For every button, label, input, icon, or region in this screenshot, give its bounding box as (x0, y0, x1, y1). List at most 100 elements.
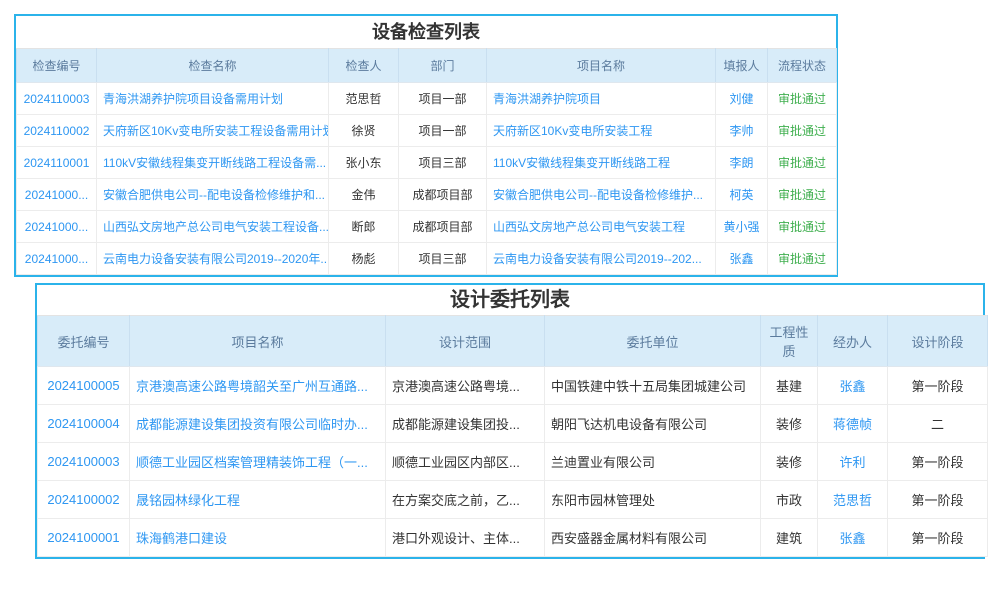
cell-text: 项目一部 (418, 124, 467, 138)
equipment-inspection-list: 设备检查列表 检查编号 检查名称 检查人 部门 项目名称 填报人 流程状态 20241100… (14, 14, 838, 277)
cell-link[interactable]: 许利 (839, 455, 866, 470)
cell-link[interactable]: 范思哲 (832, 493, 872, 508)
cell-link[interactable]: 顺德工业园区档案管理精装饰工程（一... (136, 455, 368, 470)
cell-link[interactable]: 张鑫 (729, 252, 754, 266)
table-title: 设备检查列表 (372, 22, 480, 42)
cell-link[interactable]: 蒋德帧 (832, 417, 872, 432)
cell-link[interactable]: 张鑫 (839, 379, 866, 394)
cell-text: 西安盛器金属材料有限公司 (551, 531, 708, 546)
cell-text: 在方案交底之前，乙... (392, 493, 520, 508)
cell-link[interactable]: 李帅 (729, 124, 754, 138)
column-header-4: 工程性质 (760, 315, 818, 367)
column-header-1: 项目名称 (129, 315, 386, 367)
cell-link[interactable]: 云南电力设备安装有限公司2019--202... (493, 252, 702, 266)
equipment-inspection-table: 检查编号 检查名称 检查人 部门 项目名称 填报人 流程状态 2024110003 青海洪湖养… (16, 48, 837, 275)
table-row: 20241000... 云南电力设备安装有限公司2019--2020年... 杨彪 项… (16, 242, 837, 275)
cell-text: 成都能源建设集团投... (392, 417, 520, 432)
cell-text: 京港澳高速公路粤境... (392, 379, 520, 394)
cell-link[interactable]: 珠海鹤港口建设 (136, 531, 228, 546)
cell-link[interactable]: 110kV安徽线程集变开断线路工程设备需... (103, 156, 327, 170)
cell-link[interactable]: 李朗 (729, 156, 754, 170)
cell-link[interactable]: 成都能源建设集团投资有限公司临时办... (136, 417, 368, 432)
cell-text: 金伟 (351, 188, 376, 202)
cell-link[interactable]: 山西弘文房地产总公司电气安装工程设备... (103, 220, 329, 234)
table-title: 设计委托列表 (450, 289, 570, 311)
cell-text: 第一阶段 (911, 531, 964, 546)
column-header-1: 检查名称 (96, 48, 329, 83)
cell-link[interactable]: 刘健 (729, 92, 754, 106)
cell-link[interactable]: 张鑫 (839, 531, 866, 546)
table-row: 2024110003 青海洪湖养护院项目设备需用计划 范思哲 项目一部 青海洪湖养护院项… (16, 82, 837, 115)
cell-link[interactable]: 安徽合肥供电公司--配电设备检修维护和... (103, 188, 325, 202)
column-header-2: 设计范围 (385, 315, 545, 367)
column-header-5: 经办人 (817, 315, 888, 367)
status-text: 审批通过 (777, 188, 826, 202)
cell-link[interactable]: 云南电力设备安装有限公司2019--2020年... (103, 252, 329, 266)
cell-text: 东阳市园林管理处 (551, 493, 656, 508)
table-row: 2024110002 天府新区10Kv变电所安装工程设备需用计划 徐贤 项目一部 天府新… (16, 114, 837, 147)
cell-text: 基建 (775, 379, 802, 394)
table-row: 20241000... 安徽合肥供电公司--配电设备检修维护和... 金伟 成都项目部… (16, 178, 837, 211)
status-text: 审批通过 (777, 124, 826, 138)
cell-text: 成都项目部 (412, 188, 473, 202)
cell-link[interactable]: 2024100004 (47, 416, 120, 431)
column-header-0: 检查编号 (16, 48, 97, 83)
cell-link[interactable]: 2024110003 (23, 91, 90, 106)
cell-link[interactable]: 青海洪湖养护院项目 (493, 92, 602, 106)
cell-text: 港口外观设计、主体... (392, 531, 520, 546)
cell-text: 顺德工业园区内部区... (392, 455, 520, 470)
cell-link[interactable]: 安徽合肥供电公司--配电设备检修维护... (493, 188, 703, 202)
cell-text: 兰迪置业有限公司 (551, 455, 656, 470)
cell-link[interactable]: 天府新区10Kv变电所安装工程设备需用计划 (103, 124, 329, 138)
cell-link[interactable]: 2024100002 (47, 492, 120, 507)
cell-link[interactable]: 晟铭园林绿化工程 (136, 493, 241, 508)
status-text: 审批通过 (777, 252, 826, 266)
column-header-0: 委托编号 (37, 315, 130, 367)
cell-text: 项目一部 (418, 92, 467, 106)
cell-link[interactable]: 20241000... (24, 251, 89, 266)
table-row: 2024100002 晟铭园林绿化工程 在方案交底之前，乙... 东阳市园林管理处 市政… (37, 480, 988, 519)
column-header-3: 部门 (398, 48, 487, 83)
header-row: 委托编号 项目名称 设计范围 委托单位 工程性质 经办人 设计阶段 (37, 315, 988, 367)
table-row: 2024110001 110kV安徽线程集变开断线路工程设备需... 张小东 项目三部… (16, 146, 837, 179)
column-header-6: 流程状态 (767, 48, 837, 83)
cell-link[interactable]: 110kV安徽线程集变开断线路工程 (493, 156, 671, 170)
header-row: 检查编号 检查名称 检查人 部门 项目名称 填报人 流程状态 (16, 48, 837, 83)
column-header-6: 设计阶段 (887, 315, 988, 367)
cell-link[interactable]: 柯英 (729, 188, 754, 202)
cell-link[interactable]: 天府新区10Kv变电所安装工程 (493, 124, 653, 138)
cell-link[interactable]: 2024100003 (47, 454, 120, 469)
cell-link[interactable]: 2024110001 (23, 155, 90, 170)
cell-text: 项目三部 (418, 156, 467, 170)
cell-text: 项目三部 (418, 252, 467, 266)
cell-link[interactable]: 2024100001 (47, 530, 120, 545)
column-header-4: 项目名称 (486, 48, 716, 83)
cell-text: 范思哲 (345, 92, 382, 106)
table-row: 2024100004 成都能源建设集团投资有限公司临时办... 成都能源建设集团投.… (37, 404, 988, 443)
cell-text: 张小东 (345, 156, 382, 170)
design-commission-list: 设计委托列表 委托编号 项目名称 设计范围 委托单位 工程性质 经办人 设计阶段 20241… (35, 283, 988, 559)
cell-link[interactable]: 20241000... (24, 219, 89, 234)
cell-text: 第一阶段 (911, 493, 964, 508)
cell-link[interactable]: 京港澳高速公路粤境韶关至广州互通路... (136, 379, 368, 394)
cell-text: 建筑 (775, 531, 802, 546)
status-text: 审批通过 (777, 156, 826, 170)
cell-text: 杨彪 (351, 252, 376, 266)
table-row: 2024100001 珠海鹤港口建设 港口外观设计、主体... 西安盛器金属材料有限公… (37, 518, 988, 557)
cell-text: 二 (930, 417, 944, 432)
design-commission-table: 委托编号 项目名称 设计范围 委托单位 工程性质 经办人 设计阶段 2024100005 京港… (37, 315, 988, 557)
cell-text: 装修 (775, 417, 802, 432)
cell-link[interactable]: 山西弘文房地产总公司电气安装工程 (493, 220, 686, 234)
column-header-2: 检查人 (328, 48, 399, 83)
status-text: 审批通过 (777, 92, 826, 106)
cell-link[interactable]: 青海洪湖养护院项目设备需用计划 (103, 92, 284, 106)
table-row: 2024100003 顺德工业园区档案管理精装饰工程（一... 顺德工业园区内部区.… (37, 442, 988, 481)
cell-text: 第一阶段 (911, 455, 964, 470)
cell-text: 中国铁建中铁十五局集团城建公司 (551, 379, 747, 394)
cell-text: 断郎 (351, 220, 376, 234)
cell-link[interactable]: 黄小强 (723, 220, 760, 234)
cell-link[interactable]: 20241000... (24, 187, 89, 202)
cell-link[interactable]: 2024110002 (23, 123, 90, 138)
cell-link[interactable]: 2024100005 (47, 378, 120, 393)
column-header-5: 填报人 (715, 48, 768, 83)
